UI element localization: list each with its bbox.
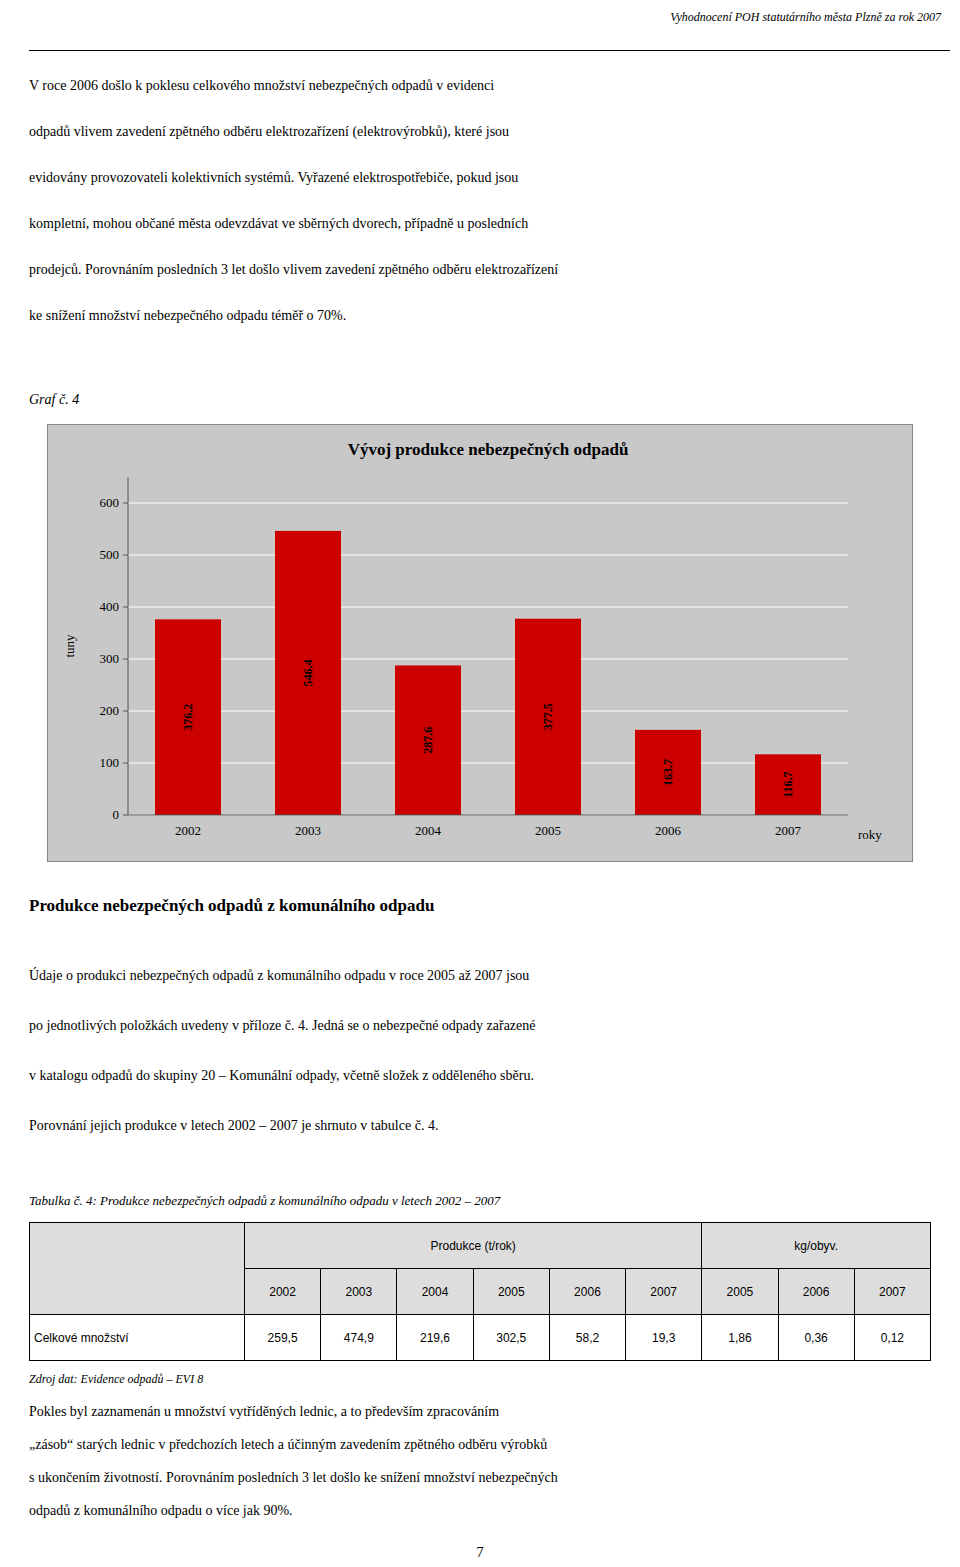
grid-line [128,815,848,816]
x-tick-label: 2005 [535,823,561,838]
y-tick [123,607,128,608]
table-header: Produkce (t/rok) [244,1223,701,1269]
bar [515,619,581,815]
y-tick-label: 600 [100,495,120,510]
paragraph-line: evidovány provozovateli kolektivních sys… [29,170,518,186]
x-tick-label: 2006 [655,823,682,838]
table-caption: Tabulka č. 4: Produkce nebezpečných odpa… [29,1193,500,1209]
table-header: 2003 [321,1269,397,1315]
y-tick [123,763,128,764]
y-tick-label: 300 [100,651,120,666]
source: Zdroj dat: Evidence odpadů – EVI 8 [29,1372,203,1387]
table-cell: 474,9 [321,1315,397,1361]
y-tick [123,659,128,660]
table-cell: 58,2 [549,1315,625,1361]
table-header: kg/obyv. [702,1223,931,1269]
figure-label: Graf č. 4 [29,392,79,408]
table-cell: 219,6 [397,1315,473,1361]
table-header: 2007 [854,1269,930,1315]
grid-line [128,503,848,504]
table-cell: 19,3 [626,1315,702,1361]
paragraph-line: Pokles byl zaznamenán u množství vytřídě… [29,1404,499,1420]
chart-title: Vývoj produkce nebezpečných odpadů [348,440,629,459]
table-row-label: Celkové množství [30,1315,245,1361]
x-tick-label: 2003 [295,823,321,838]
data-label: 116.7 [781,771,795,797]
y-tick [123,815,128,816]
table-row: Celkové množství259,5474,9219,6302,558,2… [30,1315,931,1361]
table-cell: 302,5 [473,1315,549,1361]
paragraph-line: po jednotlivých položkách uvedeny v příl… [29,1018,536,1034]
bar [395,665,461,815]
data-label: 546.4 [301,659,315,686]
table-cell: 259,5 [244,1315,320,1361]
grid-line [128,555,848,556]
paragraph-line: Porovnání jejich produkce v letech 2002 … [29,1118,438,1134]
header: Vyhodnocení POH statutárního města Plzně… [670,10,941,25]
y-tick [123,503,128,504]
table-header: 2004 [397,1269,473,1315]
section-title: Produkce nebezpečných odpadů z komunální… [29,896,434,916]
paragraph-line: ke snížení množství nebezpečného odpadu … [29,308,346,324]
y-tick [123,711,128,712]
table-header: 2007 [626,1269,702,1315]
table: Produkce (t/rok)kg/obyv.2002200320042005… [29,1222,931,1361]
grid-line [128,659,848,660]
table-header: 2006 [778,1269,854,1315]
table-cell: 0,12 [854,1315,930,1361]
bar [155,619,221,815]
table-body: Produkce (t/rok)kg/obyv.2002200320042005… [30,1223,931,1361]
paragraph-line: prodejců. Porovnáním posledních 3 let do… [29,262,558,278]
grid-line [128,763,848,764]
grid-line [128,607,848,608]
chart: Vývoj produkce nebezpečných odpadů 0 100 20… [48,425,912,861]
paragraph-line: Údaje o produkci nebezpečných odpadů z k… [29,968,529,984]
paragraph-line: odpadů vlivem zavedení zpětného odběru e… [29,124,509,140]
y-tick [123,555,128,556]
bars [155,531,821,815]
table-header: 2002 [244,1269,320,1315]
y-tick-label: 0 [113,807,120,822]
header-rule [29,50,950,51]
data-label: 287.6 [421,727,435,754]
y-tick-label: 500 [100,547,120,562]
table-cell: 0,36 [778,1315,854,1361]
paragraph-line: kompletní, mohou občané města odevzdávat… [29,216,528,232]
paragraph-line: s ukončením životností. Porovnáním posle… [29,1470,558,1486]
x-axis-line [128,815,848,816]
grid-line [128,711,848,712]
x-tick-label: 2004 [415,823,442,838]
data-label: 376.2 [181,704,195,731]
y-axis-line [128,477,129,815]
y-tick-label: 400 [100,599,120,614]
y-axis-label: tuny [62,634,77,658]
paragraph-line: odpadů z komunálního odpadu o více jak 9… [29,1503,293,1519]
x-tick-label: 2002 [175,823,201,838]
data-label: 163.7 [661,759,675,786]
table-header: 2006 [549,1269,625,1315]
bar [755,754,821,815]
y-tick-label: 200 [100,703,120,718]
bar [275,531,341,815]
bar [635,730,701,815]
table-row: Produkce (t/rok)kg/obyv. [30,1223,931,1269]
paragraph-line: „zásob“ starých lednic v předchozích let… [29,1437,547,1453]
table-header: 2005 [702,1269,778,1315]
y-tick-label: 100 [100,755,120,770]
table-cell [30,1223,245,1315]
x-axis-label: roky [858,827,882,842]
table-header: 2005 [473,1269,549,1315]
paragraph-line: v katalogu odpadů do skupiny 20 – Komuná… [29,1068,534,1084]
chart-box: Vývoj produkce nebezpečných odpadů 0 100 20… [47,424,913,862]
paragraph-line: V roce 2006 došlo k poklesu celkového mn… [29,78,494,94]
page-number: 7 [0,1544,960,1561]
x-tick-label: 2007 [775,823,802,838]
data-label: 377.5 [541,703,555,730]
table-cell: 1,86 [702,1315,778,1361]
